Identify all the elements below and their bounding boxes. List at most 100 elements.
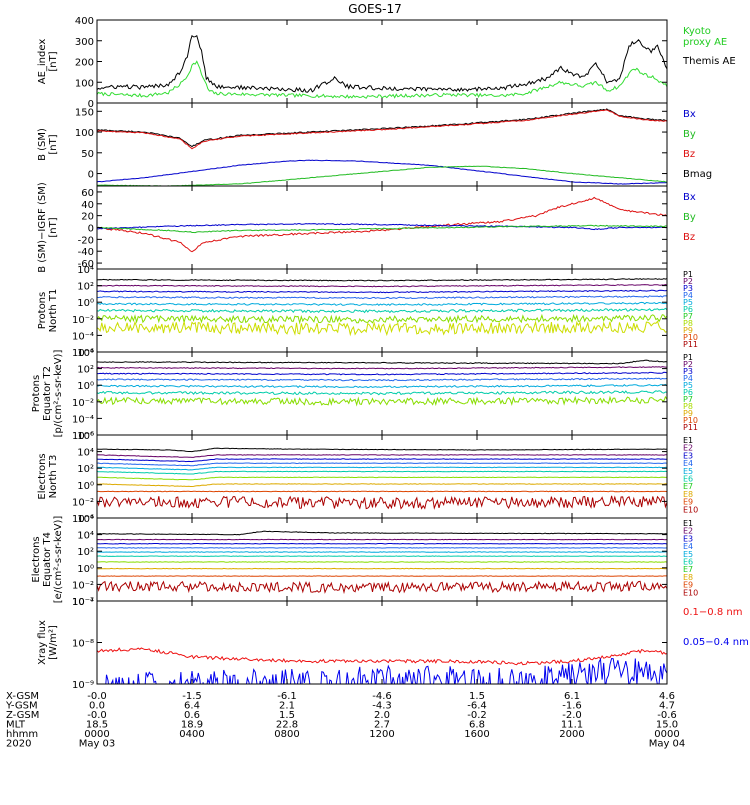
y-tick-label-bsm-4: 150 bbox=[75, 107, 94, 118]
y-axis-label-line-eet4-2: [e/(cm²-s-sr-keV)] bbox=[53, 516, 64, 604]
legend-entry-pnt1-10: P11 bbox=[683, 340, 698, 349]
y-tick-label-xray-1: 10⁻⁸ bbox=[72, 639, 94, 650]
y-axis-label-line-ent3-0: Electrons bbox=[37, 453, 48, 499]
y-axis-label-xray: Xray flux[W/m²] bbox=[37, 620, 59, 665]
y-tick-label-pnt1-3: 10⁰ bbox=[77, 298, 94, 309]
legend-entry-line-bdiff-2-0: Bz bbox=[683, 232, 695, 243]
y-tick-label-bsm-1: 0 bbox=[88, 170, 94, 181]
y-tick-label-eet4-2: 10⁰ bbox=[77, 564, 94, 575]
legend-entry-line-ent3-9-0: E10 bbox=[683, 505, 698, 514]
y-tick-label-ent3-2: 10⁰ bbox=[77, 481, 94, 492]
chart-title: GOES-17 bbox=[348, 2, 402, 16]
legend-entry-line-pet2-10-0: P11 bbox=[683, 423, 698, 432]
y-tick-label-pnt1-1: 10⁻⁴ bbox=[72, 331, 94, 342]
x-table-value-4-5: 2000 bbox=[559, 729, 584, 740]
legend-entry-line-bsm-0-0: Bx bbox=[683, 109, 696, 120]
y-axis-label-line-pet2-1: Equator T2 bbox=[42, 366, 53, 421]
x-table-date-start: May 03 bbox=[79, 739, 116, 750]
y-tick-label-eet4-4: 10⁴ bbox=[77, 531, 94, 542]
series-line-eet4-e5 bbox=[97, 552, 667, 553]
y-tick-label-ent3-5: 10⁶ bbox=[77, 431, 94, 442]
legend-entry-xray-1: 0.05−0.4 nm bbox=[683, 637, 749, 648]
legend-entry-line-eet4-9-0: E10 bbox=[683, 588, 698, 597]
legend-entry-line-xray-1-0: 0.05−0.4 nm bbox=[683, 637, 749, 648]
x-table-value-4-4: 1600 bbox=[464, 729, 489, 740]
y-axis-label-line-ae-0: AE_index bbox=[37, 39, 48, 85]
y-axis-label-line-pet2-2: [p/(cm²-s-sr-keV)] bbox=[53, 350, 64, 438]
series-line-eet4-e8 bbox=[97, 568, 667, 569]
y-tick-label-bsm-2: 50 bbox=[81, 149, 94, 160]
legend-entry-pet2-10: P11 bbox=[683, 423, 698, 432]
legend-entry-line-bsm-2-0: Bz bbox=[683, 149, 695, 160]
y-tick-label-bsm-3: 100 bbox=[75, 128, 94, 139]
legend-entry-xray-0: 0.1−0.8 nm bbox=[683, 607, 742, 618]
legend-entry-bsm-1: By bbox=[683, 129, 696, 140]
y-tick-label-pnt1-2: 10⁻² bbox=[72, 315, 94, 326]
legend-entry-line-xray-0-0: 0.1−0.8 nm bbox=[683, 607, 742, 618]
y-tick-label-eet4-5: 10⁶ bbox=[77, 514, 94, 525]
y-axis-label-line-eet4-0: Electrons bbox=[31, 536, 42, 582]
x-table-value-4-3: 1200 bbox=[369, 729, 394, 740]
legend-entry-bsm-0: Bx bbox=[683, 109, 696, 120]
legend-entry-eet4-9: E10 bbox=[683, 588, 698, 597]
y-tick-label-eet4-1: 10⁻² bbox=[72, 580, 94, 591]
y-tick-label-pet2-4: 10² bbox=[77, 365, 94, 376]
y-axis-label-pnt1: ProtonsNorth T1 bbox=[37, 289, 59, 333]
y-axis-label-line-pnt1-1: North T1 bbox=[48, 289, 59, 333]
legend-entry-bsm-2: Bz bbox=[683, 149, 695, 160]
y-tick-label-bdiff-2: -20 bbox=[78, 235, 94, 246]
legend-entry-line-ae-0-0: Kyoto bbox=[683, 26, 711, 37]
y-axis-label-line-eet4-1: Equator T4 bbox=[42, 532, 53, 587]
y-tick-label-pet2-1: 10⁻⁴ bbox=[72, 414, 94, 425]
x-table-value-4-1: 0400 bbox=[179, 729, 204, 740]
y-tick-label-ae-1: 100 bbox=[75, 78, 94, 89]
x-table-value-4-2: 0800 bbox=[274, 729, 299, 740]
y-axis-label-line-ent3-1: North T3 bbox=[48, 455, 59, 499]
series-line-eet4-e2 bbox=[97, 539, 667, 540]
legend-entry-line-bdiff-1-0: By bbox=[683, 212, 696, 223]
legend-entry-bdiff-0: Bx bbox=[683, 192, 696, 203]
y-axis-label-line-bsm-1: [nT] bbox=[48, 134, 59, 154]
series-line-eet4-e3 bbox=[97, 544, 667, 545]
y-tick-label-ae-3: 300 bbox=[75, 37, 94, 48]
y-axis-label-line-bdiff-1: [nT] bbox=[48, 217, 59, 237]
y-axis-label-ent3: ElectronsNorth T3 bbox=[37, 453, 59, 499]
y-axis-label-line-bsm-0: B (SM) bbox=[37, 128, 48, 161]
y-tick-label-bdiff-1: -40 bbox=[78, 247, 94, 258]
legend-entry-line-pnt1-10-0: P11 bbox=[683, 340, 698, 349]
legend-entry-line-bdiff-0-0: Bx bbox=[683, 192, 696, 203]
legend-entry-ae-1: Themis AE bbox=[682, 56, 736, 67]
series-line-ent3-e9 bbox=[97, 491, 667, 492]
y-tick-label-ent3-1: 10⁻² bbox=[72, 497, 94, 508]
x-table-date-end: May 04 bbox=[649, 739, 686, 750]
y-tick-label-eet4-3: 10² bbox=[77, 547, 94, 558]
y-tick-label-pet2-5: 10⁴ bbox=[77, 348, 94, 359]
y-axis-label-line-xray-0: Xray flux bbox=[37, 620, 48, 665]
legend-entry-line-bsm-1-0: By bbox=[683, 129, 696, 140]
y-axis-label-line-xray-1: [W/m²] bbox=[48, 625, 59, 660]
y-tick-label-ent3-4: 10⁴ bbox=[77, 448, 94, 459]
legend-entry-bsm-3: Bmag bbox=[683, 169, 712, 180]
legend-entry-bdiff-1: By bbox=[683, 212, 696, 223]
y-tick-label-bdiff-5: 40 bbox=[81, 200, 94, 211]
legend-entry-line-ae-1-0: Themis AE bbox=[682, 56, 736, 67]
y-axis-label-line-ae-1: [nT] bbox=[48, 51, 59, 71]
series-line-eet4-e6 bbox=[97, 556, 667, 557]
y-tick-label-pet2-2: 10⁻² bbox=[72, 398, 94, 409]
y-tick-label-bdiff-3: 0 bbox=[88, 224, 94, 235]
legend-entry-line-ae-0-1: proxy AE bbox=[683, 37, 727, 48]
y-tick-label-ent3-3: 10² bbox=[77, 464, 94, 475]
y-tick-label-bdiff-4: 20 bbox=[81, 212, 94, 223]
y-axis-label-line-pet2-0: Protons bbox=[31, 375, 42, 412]
y-tick-label-pnt1-5: 10⁴ bbox=[77, 265, 94, 276]
x-table-year: 2020 bbox=[6, 739, 31, 750]
y-tick-label-pnt1-4: 10² bbox=[77, 282, 94, 293]
y-axis-label-line-pnt1-0: Protons bbox=[37, 292, 48, 329]
legend-entry-ent3-9: E10 bbox=[683, 505, 698, 514]
y-tick-label-pet2-3: 10⁰ bbox=[77, 381, 94, 392]
y-axis-label-line-bdiff-0: B (SM)−IGRF (SM) bbox=[37, 182, 48, 273]
legend-entry-bdiff-2: Bz bbox=[683, 232, 695, 243]
legend-entry-line-bsm-3-0: Bmag bbox=[683, 169, 712, 180]
